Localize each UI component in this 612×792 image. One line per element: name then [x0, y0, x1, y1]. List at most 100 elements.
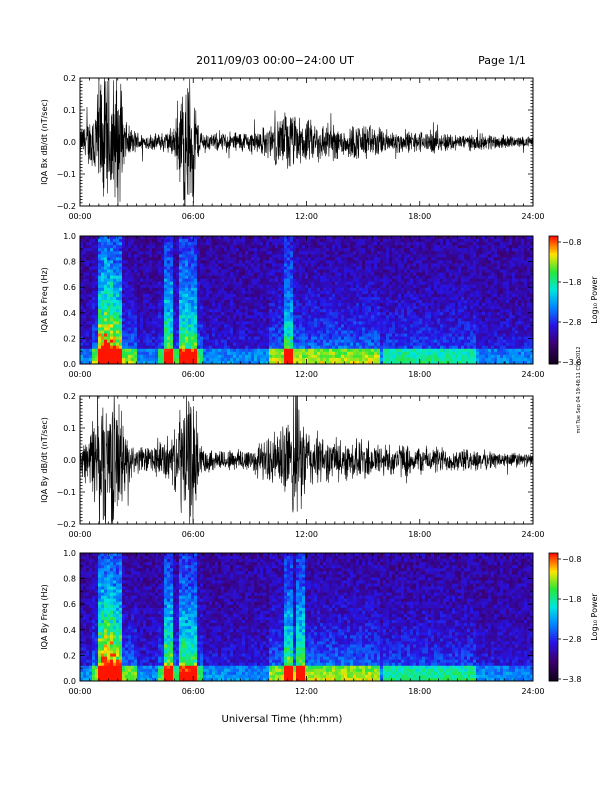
heatmap-cell — [299, 251, 303, 255]
heatmap-cell — [251, 342, 255, 347]
heatmap-cell — [215, 345, 219, 350]
heatmap-cell — [350, 278, 354, 283]
heatmap-cell — [278, 321, 282, 325]
heatmap-cell — [188, 330, 192, 335]
heatmap-cell — [311, 330, 315, 335]
heatmap-cell — [83, 333, 87, 338]
heatmap-cell — [224, 266, 228, 271]
heatmap-cell — [179, 287, 183, 292]
heatmap-cell — [155, 348, 159, 353]
heatmap-cell — [338, 278, 342, 283]
heatmap-cell — [260, 245, 264, 249]
heatmap-cell — [347, 339, 351, 344]
heatmap-cell — [356, 351, 360, 356]
heatmap-cell — [248, 281, 252, 286]
heatmap-cell — [320, 360, 324, 365]
heatmap-cell — [332, 251, 336, 255]
heatmap-cell — [254, 296, 258, 301]
heatmap-cell — [104, 333, 108, 338]
heatmap-cell — [413, 263, 417, 267]
heatmap-cell — [98, 296, 102, 301]
heatmap-cell — [122, 312, 126, 316]
heatmap-cell — [227, 281, 231, 286]
heatmap-cell — [329, 260, 333, 264]
heatmap-cell — [383, 315, 387, 319]
heatmap-cell — [269, 251, 273, 255]
heatmap-cell — [335, 242, 339, 246]
heatmap-cell — [95, 281, 99, 286]
heatmap-cell — [89, 290, 93, 295]
heatmap-cell — [251, 357, 255, 362]
heatmap-cell — [317, 339, 321, 344]
heatmap-cell — [179, 306, 183, 310]
heatmap-cell — [296, 306, 300, 310]
heatmap-cell — [383, 266, 387, 271]
heatmap-cell — [206, 303, 210, 307]
heatmap-cell — [212, 342, 216, 347]
heatmap-cell — [215, 290, 219, 295]
heatmap-cell — [182, 345, 186, 350]
heatmap-cell — [89, 260, 93, 264]
heatmap-cell — [293, 248, 297, 252]
heatmap-cell — [368, 293, 372, 298]
heatmap-cell — [209, 293, 213, 298]
heatmap-cell — [386, 306, 390, 310]
heatmap-cell — [185, 290, 189, 295]
heatmap-cell — [413, 260, 417, 264]
heatmap-cell — [104, 287, 108, 292]
heatmap-cell — [332, 321, 336, 325]
heatmap-cell — [227, 300, 231, 304]
heatmap-cell — [287, 348, 291, 353]
heatmap-cell — [365, 318, 369, 322]
heatmap-cell — [143, 327, 147, 331]
heatmap-cell — [323, 351, 327, 356]
heatmap-cell — [365, 327, 369, 331]
heatmap-cell — [110, 342, 114, 347]
heatmap-cell — [317, 275, 321, 280]
heatmap-cell — [359, 351, 363, 356]
heatmap-cell — [287, 254, 291, 258]
heatmap-cell — [341, 333, 345, 338]
heatmap-cell — [338, 321, 342, 325]
heatmap-cell — [398, 348, 402, 353]
heatmap-cell — [269, 275, 273, 280]
heatmap-cell — [341, 348, 345, 353]
heatmap-cell — [254, 266, 258, 271]
heatmap-cell — [398, 357, 402, 362]
heatmap-cell — [200, 278, 204, 283]
heatmap-cell — [119, 296, 123, 301]
heatmap-cell — [161, 242, 165, 246]
heatmap-cell — [311, 242, 315, 246]
heatmap-cell — [146, 260, 150, 264]
heatmap-cell — [236, 245, 240, 249]
heatmap-cell — [188, 357, 192, 362]
heatmap-cell — [281, 293, 285, 298]
heatmap-cell — [320, 287, 324, 292]
heatmap-cell — [311, 248, 315, 252]
heatmap-cell — [275, 357, 279, 362]
heatmap-cell — [158, 318, 162, 322]
heatmap-cell — [317, 263, 321, 267]
heatmap-cell — [290, 251, 294, 255]
heatmap-cell — [245, 336, 249, 341]
heatmap-cell — [317, 312, 321, 316]
heatmap-cell — [341, 266, 345, 271]
heatmap-cell — [95, 324, 99, 328]
heatmap-cell — [401, 312, 405, 316]
heatmap-cell — [287, 272, 291, 277]
heatmap-cell — [149, 306, 153, 310]
heatmap-cell — [245, 239, 249, 243]
heatmap-cell — [353, 327, 357, 331]
heatmap-cell — [197, 315, 201, 319]
heatmap-cell — [248, 275, 252, 280]
heatmap-cell — [257, 324, 261, 328]
heatmap-cell — [302, 306, 306, 310]
heatmap-cell — [254, 300, 258, 304]
heatmap-cell — [92, 272, 96, 277]
heatmap-cell — [89, 251, 93, 255]
heatmap-cell — [329, 321, 333, 325]
heatmap-cell — [287, 260, 291, 264]
heatmap-cell — [392, 303, 396, 307]
heatmap-cell — [326, 269, 330, 274]
heatmap-cell — [284, 348, 288, 353]
